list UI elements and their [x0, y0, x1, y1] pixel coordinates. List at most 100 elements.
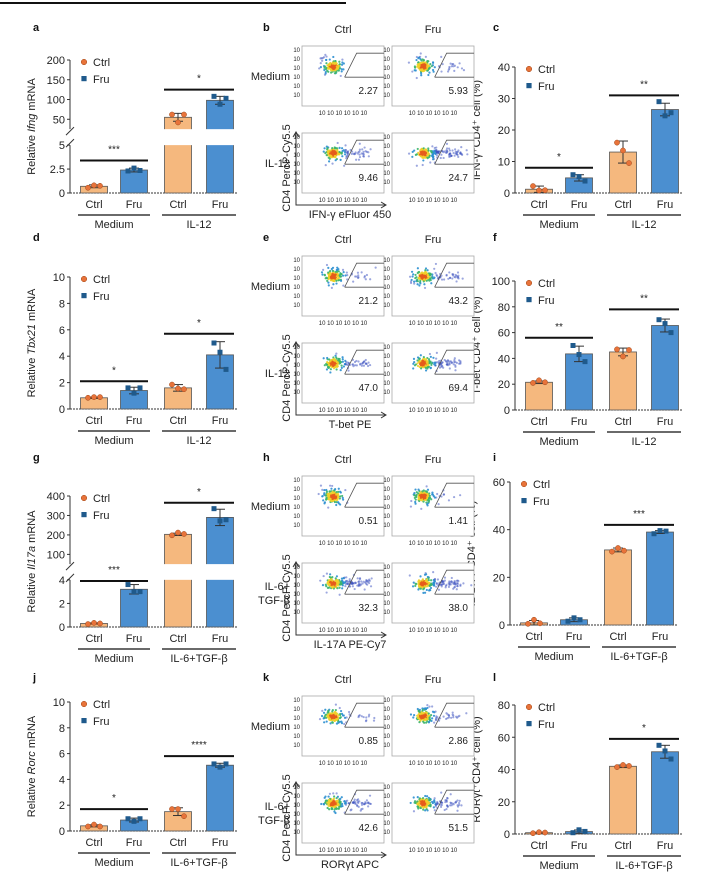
- flow-event: [458, 803, 461, 807]
- flow-event: [332, 357, 336, 361]
- y-tick-label: 10: [293, 725, 300, 731]
- flow-event: [419, 61, 423, 65]
- flow-event: [453, 148, 457, 151]
- flow-event: [333, 277, 336, 280]
- flow-event: [419, 282, 422, 285]
- flow-event: [324, 53, 327, 56]
- flow-event: [363, 146, 366, 149]
- flow-event: [329, 804, 333, 807]
- flow-event: [425, 149, 428, 152]
- flow-event: [325, 58, 328, 62]
- x-tick-label: 10 10 10 10 10 10: [319, 408, 368, 414]
- flow-event: [347, 369, 350, 372]
- y-tick-label: 10: [293, 821, 300, 827]
- flow-event: [428, 155, 431, 159]
- y-tick-label: 10: [293, 75, 300, 81]
- flow-event: [421, 151, 425, 154]
- y-tick-label: 10: [383, 153, 390, 159]
- flow-event: [425, 279, 428, 282]
- flow-event: [328, 58, 331, 61]
- flow-event: [329, 368, 332, 371]
- flow-event: [332, 367, 336, 370]
- flow-event: [412, 273, 415, 276]
- flow-event: [327, 363, 331, 366]
- flow-event: [429, 161, 432, 164]
- flow-event: [420, 59, 423, 62]
- column-label: Ctrl: [334, 234, 351, 246]
- flow-event: [420, 276, 423, 280]
- flow-event: [458, 62, 461, 65]
- flow-event: [363, 803, 366, 806]
- y-tick-label: 10: [383, 812, 390, 818]
- flow-event: [416, 283, 419, 286]
- flow-event: [346, 799, 349, 802]
- flow-event: [336, 266, 339, 269]
- flow-event: [335, 352, 338, 355]
- flow-event: [418, 721, 421, 724]
- flow-event: [415, 58, 418, 62]
- flow-event: [439, 156, 442, 160]
- flow-event: [333, 803, 336, 806]
- flow-event: [432, 277, 435, 280]
- y-tick-label: 10: [383, 276, 390, 282]
- flow-event: [433, 797, 436, 800]
- flow-event: [457, 149, 460, 152]
- flow-event: [334, 270, 338, 273]
- flow-event: [460, 67, 464, 70]
- flow-event: [424, 794, 427, 798]
- flow-event: [329, 360, 332, 363]
- flow-event: [450, 804, 453, 807]
- flow-event: [416, 796, 419, 799]
- flow-event: [365, 716, 368, 719]
- flow-event: [440, 278, 444, 281]
- flow-event: [357, 798, 360, 801]
- flow-event: [419, 52, 422, 55]
- gate-percentage: 24.7: [449, 173, 469, 184]
- flow-event: [344, 359, 347, 362]
- flow-event: [364, 150, 367, 153]
- flow-event: [445, 273, 448, 277]
- flow-event: [365, 273, 369, 277]
- flow-event: [424, 717, 427, 721]
- flow-event: [340, 147, 344, 150]
- flow-event: [420, 148, 423, 151]
- flow-event: [358, 153, 361, 156]
- flow-event: [427, 67, 431, 70]
- flow-event: [435, 154, 438, 157]
- flow-event: [369, 278, 372, 281]
- flow-event: [411, 275, 414, 278]
- flow-plot-frame: [301, 132, 385, 194]
- y-tick-label: 10: [293, 734, 300, 740]
- flow-event: [413, 801, 416, 804]
- gate-percentage: 42.6: [359, 823, 379, 834]
- flow-plot-frame: [391, 132, 475, 194]
- flow-event: [346, 278, 349, 281]
- row-label: Medium: [251, 71, 290, 83]
- flow-event: [335, 796, 338, 800]
- flow-event: [420, 272, 423, 275]
- flow-event: [332, 797, 336, 800]
- flow-event: [424, 806, 427, 809]
- flow-event: [325, 368, 329, 371]
- flow-event: [446, 796, 449, 800]
- y-tick-label: 10: [293, 180, 300, 186]
- flow-event: [440, 70, 443, 73]
- flow-event: [330, 71, 333, 74]
- flow-event: [330, 154, 333, 157]
- y-tick-label: 10: [383, 363, 390, 369]
- flow-event: [416, 716, 420, 720]
- flow-event: [339, 158, 342, 161]
- flow-event: [325, 799, 329, 802]
- flow-event: [416, 805, 419, 808]
- flow-event: [329, 371, 332, 374]
- flow-event: [351, 363, 354, 366]
- flow-event: [431, 61, 435, 64]
- flow-event: [323, 273, 326, 276]
- flow-event: [466, 153, 469, 156]
- y-tick-label: 10: [383, 734, 390, 740]
- flow-gate: [434, 139, 474, 165]
- flow-event: [335, 282, 338, 285]
- flow-event: [331, 709, 334, 712]
- flow-event: [428, 799, 432, 802]
